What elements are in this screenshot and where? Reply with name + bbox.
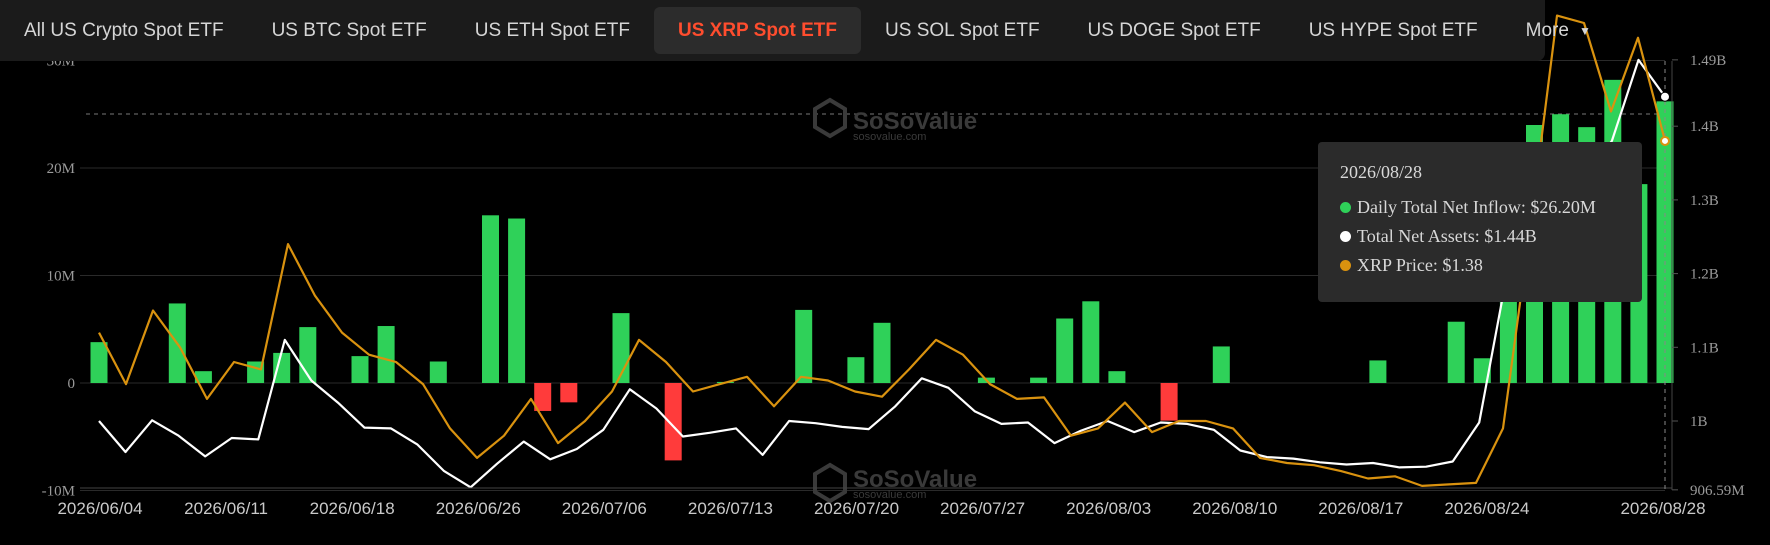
inflow-bar (847, 357, 865, 383)
price-hover-point (1660, 135, 1670, 146)
y-left-tick-label: 10M (47, 269, 75, 285)
tooltip-row-assets: Total Net Assets: $1.44B (1340, 222, 1620, 251)
inflow-bar (873, 322, 891, 383)
inflow-bar (377, 326, 395, 383)
inflow-dot-icon (1340, 202, 1351, 213)
inflow-bar (482, 215, 499, 383)
series-lines (98, 14, 1667, 489)
x-tick-label: 2026/07/06 (562, 499, 647, 518)
axes: -10M010M20M30M906.59M1B1.1B1.2B1.3B1.4B1… (42, 53, 1745, 518)
inflow-bar (534, 383, 552, 411)
y-left-tick-label: -10M (42, 484, 75, 500)
inflow-bar (194, 371, 212, 383)
tab-us-hype-spot-etf[interactable]: US HYPE Spot ETF (1308, 19, 1478, 41)
y-right-tick-label: 1.1B (1690, 340, 1719, 356)
tooltip-row-price: XRP Price: $1.38 (1340, 251, 1620, 280)
x-tick-label: 2026/08/17 (1318, 499, 1403, 518)
total-net-assets-line (98, 58, 1666, 489)
watermark-url: sosovalue.com (853, 489, 926, 501)
xrp-price-line (98, 14, 1667, 487)
x-tick-label: 2026/07/20 (814, 499, 899, 518)
inflow-bar (1082, 301, 1100, 383)
inflow-bar (508, 218, 526, 383)
chart-tooltip: 2026/08/28 Daily Total Net Inflow: $26.2… (1318, 142, 1642, 302)
tab-us-doge-spot-etf[interactable]: US DOGE Spot ETF (1087, 19, 1261, 41)
tooltip-price-text: XRP Price: $1.38 (1357, 255, 1483, 275)
more-dropdown-button[interactable]: More ▼ (1502, 7, 1615, 54)
tab-us-sol-spot-etf[interactable]: US SOL Spot ETF (885, 19, 1040, 41)
inflow-bar (1473, 358, 1491, 383)
tooltip-inflow-text: Daily Total Net Inflow: $26.20M (1357, 197, 1596, 217)
tab-us-btc-spot-etf[interactable]: US BTC Spot ETF (271, 19, 427, 41)
x-tick-label: 2026/08/28 (1620, 499, 1705, 518)
inflow-bar (1212, 346, 1230, 383)
x-tick-label: 2026/06/11 (184, 499, 268, 518)
x-tick-label: 2026/08/10 (1192, 499, 1277, 518)
y-right-tick-label: 1B (1690, 414, 1708, 430)
inflow-bar (90, 342, 108, 383)
x-tick-label: 2026/07/13 (688, 499, 773, 518)
inflow-bar (429, 361, 447, 383)
watermark-brand: SoSoValue (853, 108, 977, 135)
inflow-bar (1056, 318, 1074, 383)
tab-all-us-crypto-spot-etf[interactable]: All US Crypto Spot ETF (24, 19, 224, 41)
x-tick-label: 2026/06/18 (310, 499, 395, 518)
y-left-tick-label: 20M (47, 161, 75, 177)
inflow-bar (795, 309, 813, 383)
price-dot-icon (1340, 260, 1351, 271)
inflow-bar (1447, 321, 1465, 383)
tooltip-assets-text: Total Net Assets: $1.44B (1357, 226, 1537, 246)
etf-tab-bar: All US Crypto Spot ETF US BTC Spot ETF U… (0, 0, 1591, 61)
assets-hover-point (1660, 91, 1670, 102)
tooltip-date: 2026/08/28 (1340, 162, 1423, 182)
watermark-url: sosovalue.com (853, 131, 926, 143)
watermark-top: SoSoValue sosovalue.com (813, 97, 977, 143)
y-right-tick-label: 1.4B (1690, 119, 1719, 135)
tooltip-row-inflow: Daily Total Net Inflow: $26.20M (1340, 193, 1620, 222)
y-right-tick-label: 906.59M (1690, 483, 1745, 499)
y-right-tick-label: 1.2B (1690, 267, 1719, 283)
inflow-bar (273, 352, 291, 383)
x-tick-label: 2026/06/26 (436, 499, 521, 518)
x-tick-label: 2026/08/24 (1444, 499, 1529, 518)
sosovalue-logo-icon (813, 97, 847, 139)
y-right-tick-label: 1.3B (1690, 193, 1719, 209)
inflow-bar (1160, 383, 1178, 421)
assets-dot-icon (1340, 231, 1351, 242)
inflow-bar (1369, 360, 1387, 383)
inflow-bar (664, 383, 682, 461)
x-tick-label: 2026/08/03 (1066, 499, 1151, 518)
y-right-tick-label: 1.49B (1690, 53, 1726, 69)
watermark-bottom: SoSoValue sosovalue.com (813, 462, 977, 504)
y-left-tick-label: 0 (68, 376, 76, 392)
inflow-bar (1108, 371, 1126, 383)
more-label: More (1525, 19, 1569, 41)
x-tick-label: 2026/07/27 (940, 499, 1025, 518)
inflow-bar (351, 356, 369, 383)
inflow-bar (1030, 377, 1048, 383)
sosovalue-logo-icon (813, 462, 847, 504)
inflow-bar (560, 383, 578, 403)
chevron-down-icon: ▼ (1578, 23, 1591, 38)
x-tick-label: 2026/06/04 (57, 499, 142, 518)
inflow-bar (1656, 101, 1674, 383)
tab-us-eth-spot-etf[interactable]: US ETH Spot ETF (474, 19, 630, 41)
tab-us-xrp-spot-etf[interactable]: US XRP Spot ETF (653, 7, 862, 54)
hover-cursor (1660, 61, 1670, 490)
